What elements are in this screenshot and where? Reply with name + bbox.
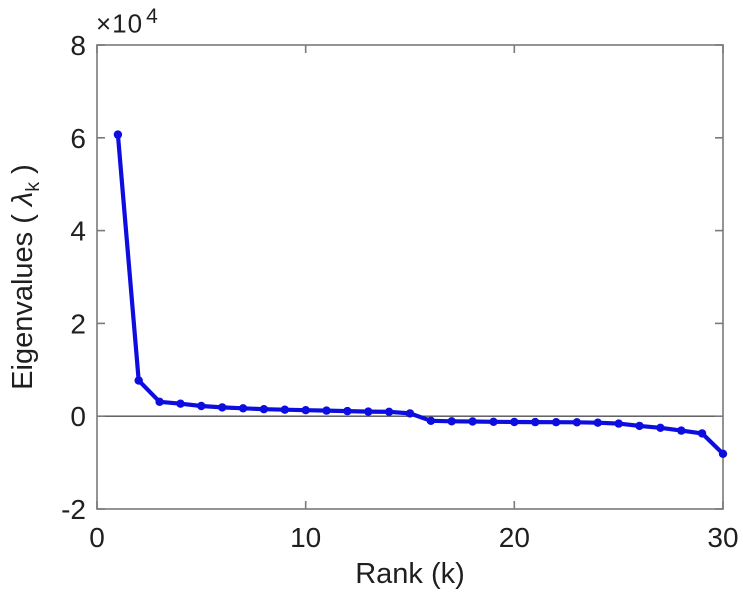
y-tick-label: 4 (70, 216, 86, 247)
data-point-marker (510, 417, 519, 427)
data-point-marker (259, 405, 269, 414)
data-point-marker (572, 418, 582, 427)
data-point-marker (468, 417, 477, 426)
y-tick-label: -2 (61, 494, 86, 525)
data-point-marker (489, 417, 498, 426)
exponent-base: ×10 (96, 8, 144, 39)
x-tick-label: 0 (89, 522, 105, 553)
data-point-marker (718, 449, 728, 458)
data-point-marker (531, 417, 540, 427)
x-axis-label: Rank (k) (355, 558, 465, 590)
axes-box (96, 44, 724, 510)
data-point-marker (197, 401, 206, 411)
y-tick-label: 2 (70, 308, 86, 339)
data-point-marker (218, 403, 227, 412)
y-axis-exponent-label: ×10 4 (96, 5, 159, 40)
data-point-marker (697, 429, 707, 438)
data-point-marker (113, 130, 123, 139)
y-tick-label: 6 (70, 123, 86, 154)
data-point-marker (155, 397, 164, 406)
data-point-marker (280, 405, 289, 414)
data-point-marker (551, 418, 561, 427)
eigenvalue-curve (115, 132, 726, 456)
data-point-marker (426, 416, 436, 425)
data-point-marker (384, 407, 394, 416)
x-tick-label: 10 (290, 522, 321, 553)
data-point-marker (593, 418, 602, 427)
y-tick-label: 0 (70, 401, 86, 432)
data-point-marker (405, 409, 415, 418)
data-point-marker (343, 406, 352, 416)
x-tick-label: 30 (707, 522, 738, 553)
data-point-marker (176, 399, 185, 408)
data-point-marker (134, 376, 143, 385)
exponent-power: 4 (146, 5, 159, 28)
y-tick-label: 8 (70, 30, 86, 61)
data-point-marker (656, 423, 665, 432)
data-point-marker (301, 406, 310, 415)
data-point-marker (364, 407, 373, 416)
data-point-marker (322, 406, 331, 415)
data-point-marker (447, 417, 456, 426)
data-point-marker (677, 426, 686, 435)
data-point-marker (238, 404, 248, 413)
x-tick-label: 20 (499, 522, 530, 553)
data-point-marker (614, 419, 623, 428)
data-point-marker (635, 421, 644, 431)
